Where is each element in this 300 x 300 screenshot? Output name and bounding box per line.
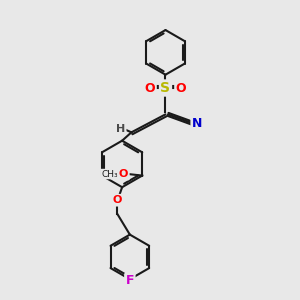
Text: O: O	[176, 82, 186, 94]
Text: O: O	[119, 169, 128, 179]
Text: O: O	[113, 195, 122, 205]
Text: O: O	[145, 82, 155, 94]
Text: S: S	[160, 81, 170, 95]
Text: H: H	[116, 124, 125, 134]
Text: F: F	[126, 274, 134, 287]
Text: CH₃: CH₃	[101, 169, 118, 178]
Text: N: N	[192, 116, 202, 130]
